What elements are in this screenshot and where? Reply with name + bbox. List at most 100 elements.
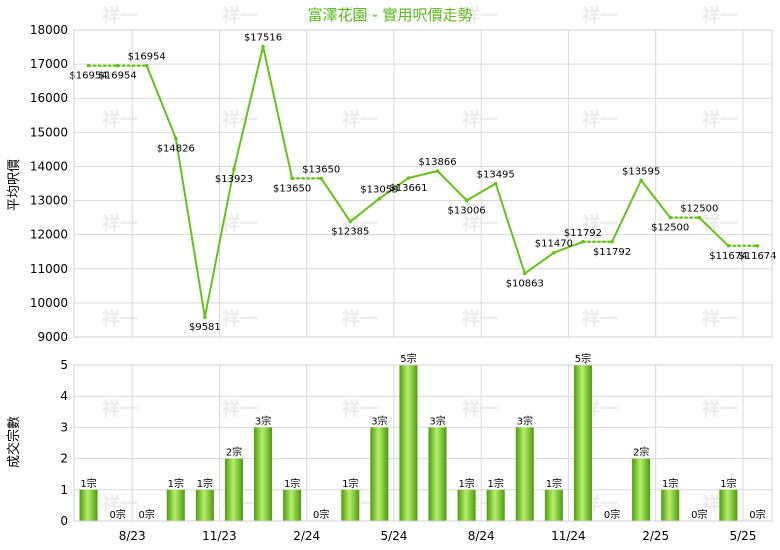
count-y-tick-label: 4 [60,389,68,403]
price-point [203,315,207,319]
price-point-label: $12500 [680,204,718,215]
price-point [464,198,469,203]
price-point [232,167,236,171]
count-bar-label: 1宗 [284,477,300,490]
price-point-label: $16954 [99,71,137,82]
watermark-text: 祥一 [342,213,378,235]
x-tick-label: 2/24 [293,529,320,543]
watermark-text: 祥一 [702,5,738,27]
price-point-label: $13595 [622,166,660,177]
x-tick-label: 5/25 [729,529,756,543]
price-point-label: $11674 [738,251,776,262]
watermark-text: 祥一 [582,109,618,131]
watermark-text: 祥一 [102,109,138,131]
price-point-label: $17516 [244,33,282,44]
count-bar [224,458,243,521]
price-point [173,136,178,141]
x-tick-label: 8/23 [119,529,146,543]
count-bar-label: 2宗 [226,446,242,459]
count-plot-frame [73,364,773,522]
count-bar-label: 5宗 [400,352,416,365]
x-tick-label: 5/24 [380,529,407,543]
watermark-text: 祥一 [222,398,258,420]
count-y-tick-label: 0 [60,514,68,528]
bar-series [79,365,738,521]
price-point-label: $11674 [709,251,747,262]
price-point-label: $16954 [69,71,107,82]
price-y-tick-label: 10000 [30,296,68,310]
count-bar-label: 0宗 [691,508,707,521]
count-bar [515,427,534,521]
watermark-text: 祥一 [702,109,738,131]
price-point-label: $13650 [273,183,311,194]
price-y-tick-label: 17000 [30,57,68,71]
count-bar-label: 0宗 [139,508,155,521]
watermark-text: 祥一 [582,5,618,27]
count-y-tick-label: 2 [60,452,68,466]
watermark-text: 祥一 [702,308,738,330]
price-point [726,243,731,248]
watermark-text: 祥一 [462,5,498,27]
count-bar-label: 0宗 [749,508,765,521]
count-bar [254,427,273,521]
count-bar-label: 3宗 [255,414,271,427]
x-tick-label: 11/23 [202,529,237,543]
watermark-text: 祥一 [102,398,138,420]
count-bar [283,489,302,521]
price-point [319,176,324,181]
watermark-text: 祥一 [462,398,498,420]
price-point-label: $13866 [418,157,456,168]
price-line-segment [378,177,410,200]
count-bar [573,365,592,521]
price-line-segment [232,45,265,171]
price-point-label: $13059 [360,185,398,196]
watermark-text: 祥一 [222,213,258,235]
x-tick-label: 11/24 [551,529,586,543]
price-y-tick-label: 9000 [37,330,68,344]
count-bar [370,427,389,521]
price-line-segment [523,251,555,275]
watermark-text: 祥一 [462,213,498,235]
price-point [348,219,353,224]
price-line-segment [611,179,643,243]
price-point-label: $13650 [302,164,340,175]
price-point [697,215,702,220]
count-y-tick-label: 5 [60,358,68,372]
watermark-text: 祥一 [342,308,378,330]
watermark-text: 祥一 [102,493,138,515]
count-bar-label: 0宗 [109,508,125,521]
price-point-label: $13661 [389,183,427,194]
price-point [493,181,498,186]
price-line-segment [262,45,294,180]
count-y-axis-title: 成交宗數 [6,416,22,468]
count-bar-label: 3宗 [517,414,533,427]
count-bar [399,365,418,521]
price-point [261,44,265,49]
price-y-axis-title: 平均呎價 [7,159,22,211]
price-y-tick-label: 18000 [30,23,68,37]
price-point [610,239,614,244]
price-y-tick-label: 12000 [30,228,68,242]
count-bar-label: 3宗 [429,414,445,427]
watermark-text: 祥一 [102,5,138,27]
price-point-label: $13923 [215,174,253,185]
watermark-text: 祥一 [222,109,258,131]
price-point-label: $16954 [128,52,166,63]
price-point [86,63,91,68]
count-bar [632,458,651,521]
chart-title: 富澤花園 - 實用呎價走勢 [308,6,473,24]
watermark-text: 祥一 [102,308,138,330]
price-point [290,176,294,181]
axes: 9000100001100012000130001400015000160001… [30,23,773,543]
price-line-segment [349,197,381,223]
watermark-text: 祥一 [342,398,378,420]
price-point [522,271,527,276]
price-line-segment [436,170,468,202]
price-line-segment [320,177,352,223]
price-point [552,250,556,255]
price-line-segment [494,182,526,275]
count-bar [341,489,360,521]
